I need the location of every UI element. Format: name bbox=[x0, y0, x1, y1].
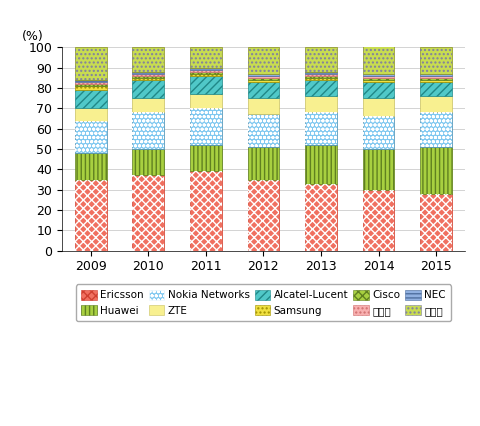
Bar bbox=[304, 78, 336, 80]
Bar bbox=[304, 76, 336, 78]
Bar bbox=[362, 78, 394, 80]
Bar bbox=[362, 116, 394, 149]
Bar bbox=[75, 153, 106, 179]
Bar bbox=[362, 98, 394, 116]
Bar bbox=[75, 121, 106, 153]
Bar bbox=[362, 190, 394, 251]
Bar bbox=[304, 74, 336, 76]
Bar bbox=[132, 72, 164, 74]
Bar bbox=[247, 98, 279, 115]
Bar bbox=[190, 145, 221, 171]
Bar bbox=[132, 112, 164, 149]
Bar bbox=[304, 47, 336, 72]
Bar bbox=[190, 70, 221, 72]
Bar bbox=[190, 47, 221, 68]
Bar bbox=[190, 171, 221, 251]
Bar bbox=[247, 47, 279, 74]
Bar bbox=[247, 78, 279, 80]
Bar bbox=[75, 80, 106, 82]
Bar bbox=[420, 78, 451, 80]
Bar bbox=[420, 147, 451, 194]
Bar bbox=[304, 184, 336, 251]
Bar bbox=[420, 80, 451, 82]
Bar bbox=[132, 74, 164, 76]
Bar bbox=[75, 179, 106, 251]
Bar bbox=[304, 80, 336, 96]
Bar bbox=[132, 47, 164, 72]
Bar bbox=[420, 76, 451, 78]
Bar bbox=[420, 194, 451, 251]
Bar bbox=[132, 80, 164, 98]
Bar bbox=[247, 115, 279, 147]
Bar bbox=[75, 82, 106, 84]
Text: (%): (%) bbox=[22, 30, 43, 43]
Bar bbox=[132, 176, 164, 251]
Bar bbox=[190, 74, 221, 76]
Bar bbox=[75, 47, 106, 80]
Bar bbox=[75, 90, 106, 108]
Bar bbox=[190, 108, 221, 145]
Bar bbox=[304, 145, 336, 184]
Bar bbox=[75, 86, 106, 90]
Bar bbox=[362, 45, 394, 74]
Bar bbox=[190, 108, 221, 145]
Bar bbox=[132, 149, 164, 176]
Bar bbox=[362, 149, 394, 190]
Bar bbox=[362, 116, 394, 149]
Bar bbox=[75, 108, 106, 121]
Bar bbox=[362, 82, 394, 98]
Bar bbox=[247, 80, 279, 82]
Bar bbox=[75, 84, 106, 86]
Legend: Ericsson, Huawei, Nokia Networks, ZTE, Alcatel-Lucent, Samsung, Cisco, 富士通, NEC,: Ericsson, Huawei, Nokia Networks, ZTE, A… bbox=[76, 285, 450, 321]
Bar bbox=[190, 76, 221, 94]
Bar bbox=[190, 47, 221, 68]
Bar bbox=[132, 78, 164, 80]
Bar bbox=[420, 47, 451, 74]
Bar bbox=[420, 112, 451, 147]
Bar bbox=[304, 112, 336, 145]
Bar bbox=[304, 112, 336, 145]
Bar bbox=[247, 115, 279, 147]
Bar bbox=[75, 121, 106, 153]
Bar bbox=[190, 68, 221, 70]
Bar bbox=[362, 76, 394, 78]
Bar bbox=[75, 47, 106, 80]
Bar bbox=[362, 190, 394, 251]
Bar bbox=[190, 72, 221, 74]
Bar bbox=[132, 112, 164, 149]
Bar bbox=[420, 112, 451, 147]
Bar bbox=[362, 74, 394, 76]
Bar bbox=[247, 76, 279, 78]
Bar bbox=[190, 171, 221, 251]
Bar bbox=[304, 184, 336, 251]
Bar bbox=[247, 47, 279, 74]
Bar bbox=[420, 194, 451, 251]
Bar bbox=[304, 47, 336, 72]
Bar bbox=[132, 76, 164, 78]
Bar bbox=[420, 47, 451, 74]
Bar bbox=[304, 72, 336, 74]
Bar bbox=[420, 82, 451, 96]
Bar bbox=[247, 179, 279, 251]
Bar bbox=[132, 176, 164, 251]
Bar bbox=[247, 74, 279, 76]
Bar bbox=[132, 47, 164, 72]
Bar bbox=[75, 179, 106, 251]
Bar bbox=[362, 80, 394, 82]
Bar bbox=[247, 147, 279, 179]
Bar bbox=[190, 94, 221, 108]
Bar bbox=[247, 179, 279, 251]
Bar bbox=[362, 45, 394, 74]
Bar bbox=[247, 82, 279, 98]
Bar bbox=[420, 74, 451, 76]
Bar bbox=[420, 96, 451, 112]
Bar bbox=[304, 96, 336, 112]
Bar bbox=[132, 98, 164, 112]
